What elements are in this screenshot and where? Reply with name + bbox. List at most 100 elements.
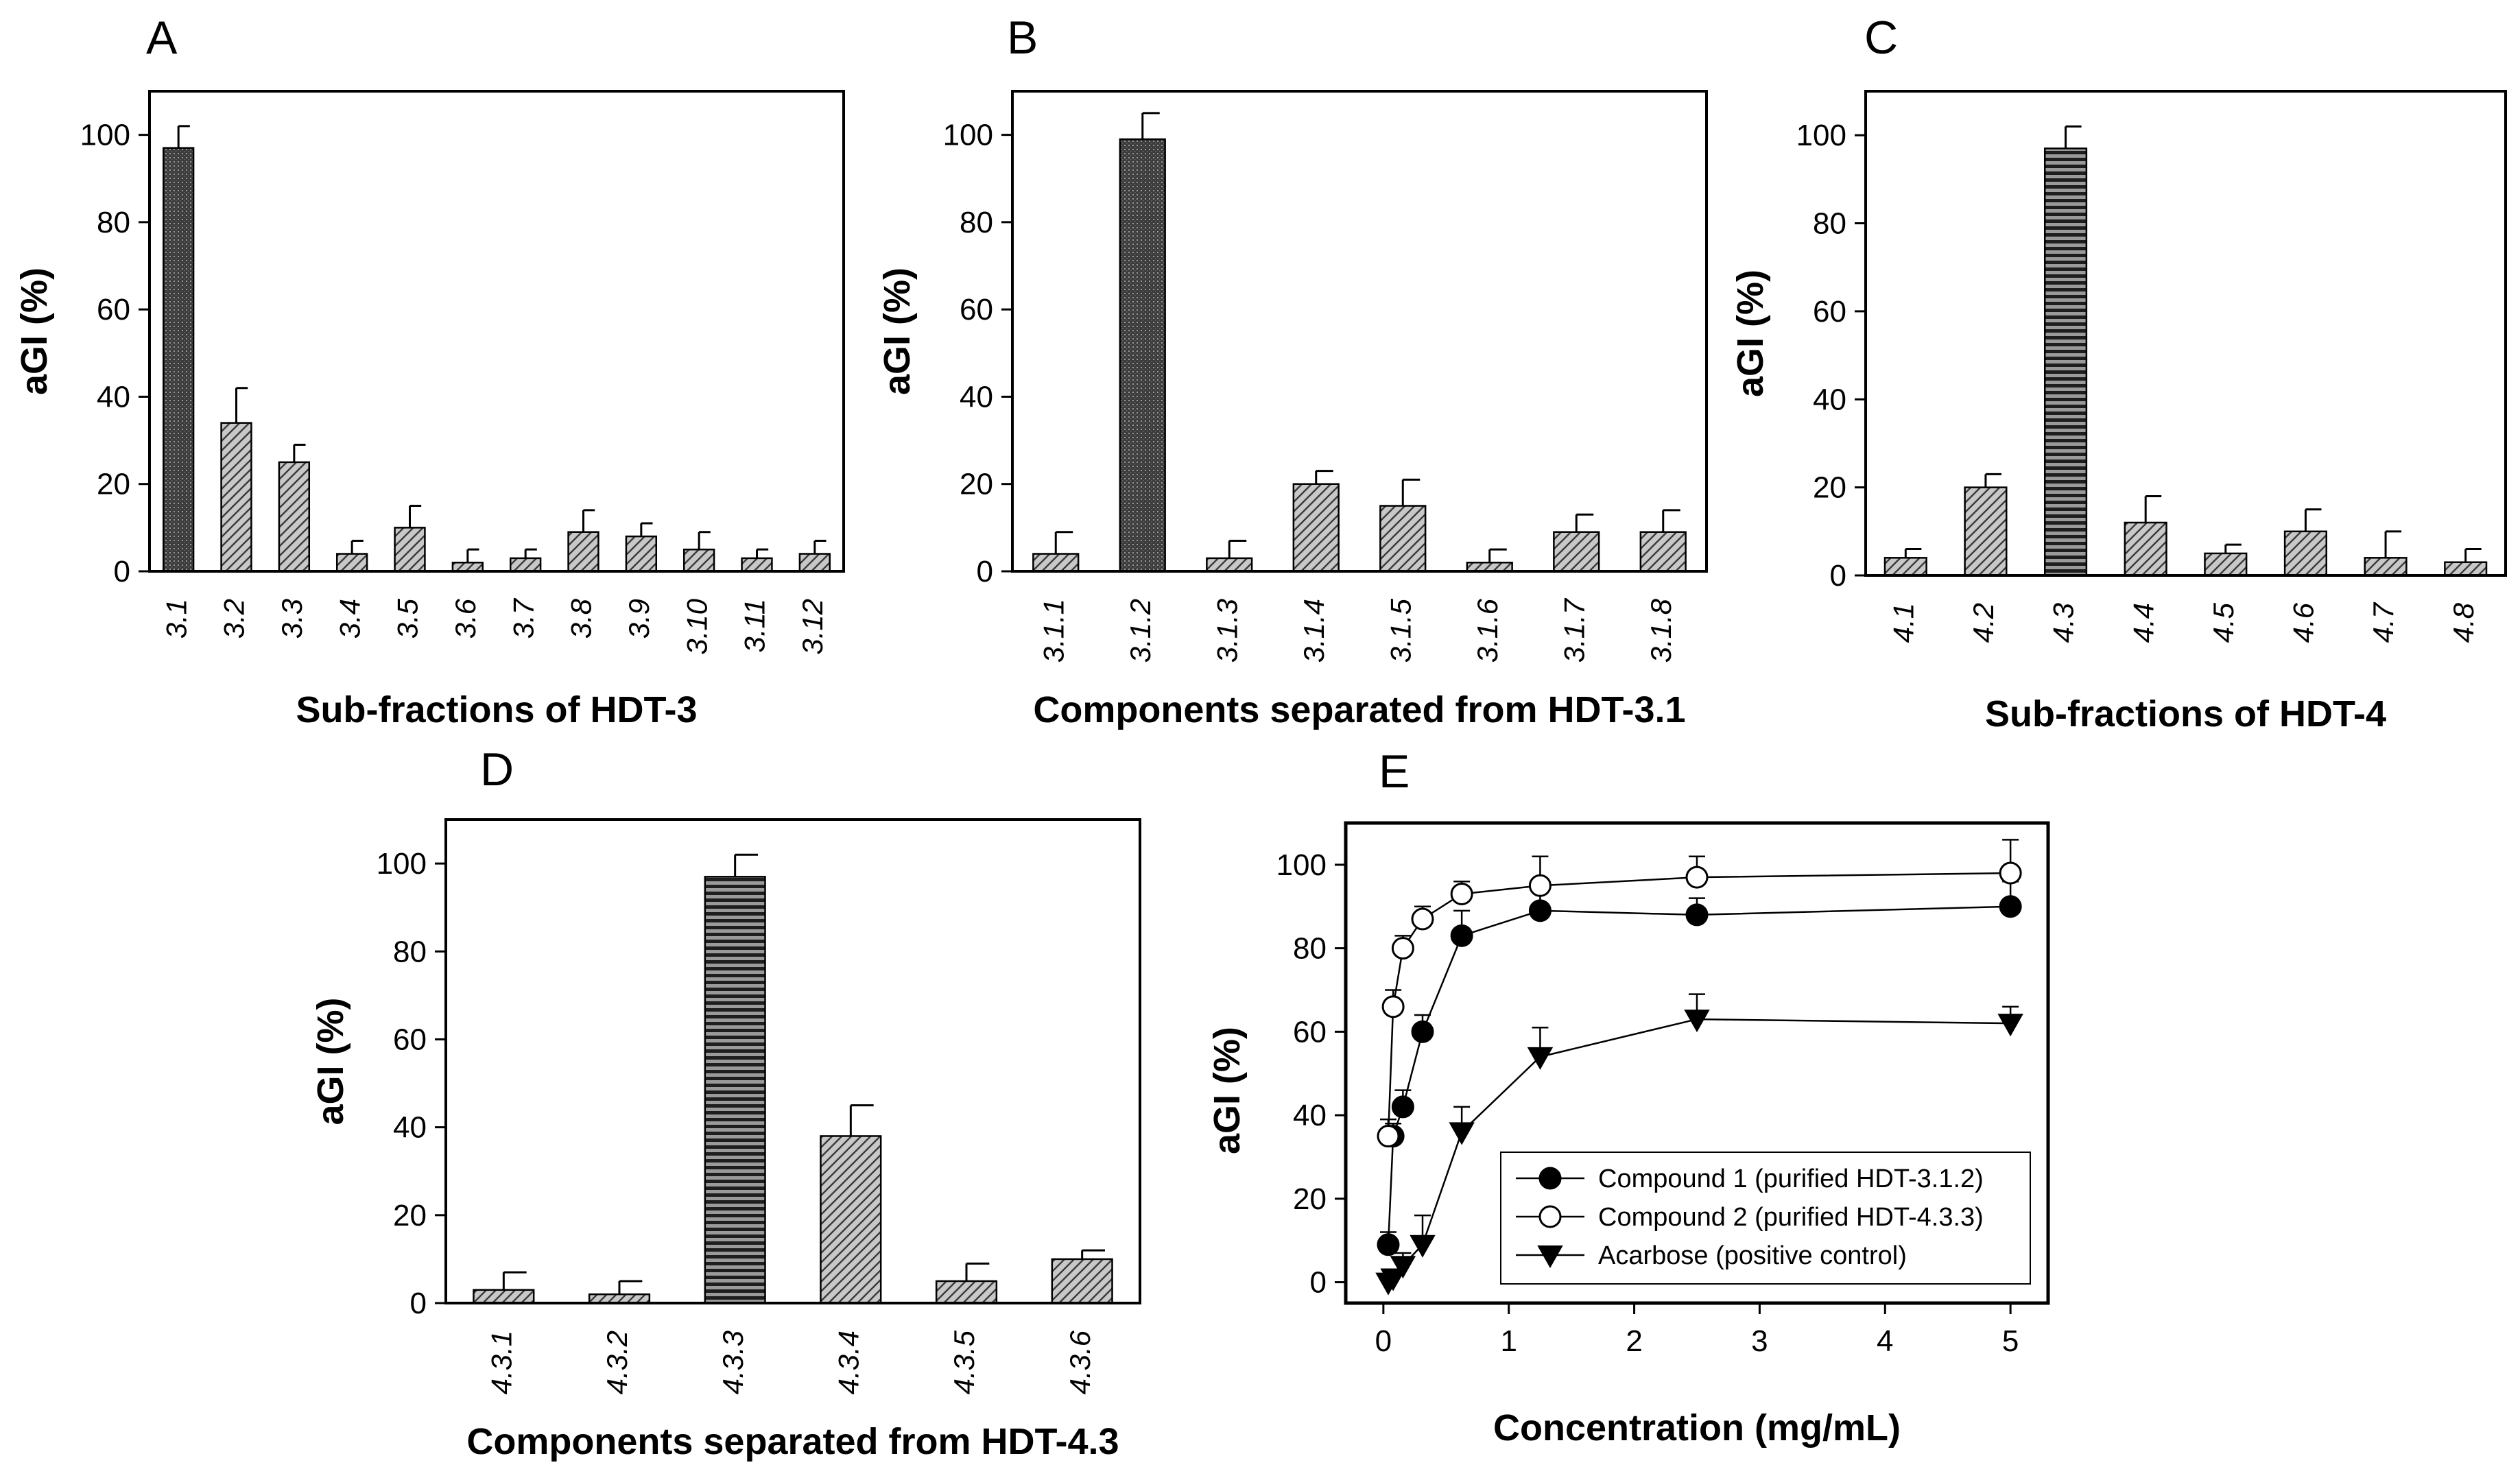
data-marker xyxy=(1528,874,1552,897)
y-axis-title: aGI (%) xyxy=(310,997,351,1125)
bar xyxy=(625,535,658,573)
y-axis-title: aGI (%) xyxy=(14,267,55,395)
bar xyxy=(1206,557,1253,573)
x-tick-label: 4.5 xyxy=(2207,602,2239,643)
bar xyxy=(1553,531,1600,573)
bar xyxy=(162,147,195,573)
y-tick-label: 100 xyxy=(377,847,427,881)
plot-frame xyxy=(1864,90,2507,577)
bar xyxy=(1292,483,1340,573)
x-tick-label: 4 xyxy=(1877,1324,1893,1358)
x-tick-label: 4.3.4 xyxy=(832,1331,864,1394)
y-tick-label: 40 xyxy=(960,380,993,414)
bar xyxy=(278,461,311,573)
y-tick-label: 80 xyxy=(1293,932,1327,966)
x-tick-label: 3.1.8 xyxy=(1645,598,1677,663)
panel-label: B xyxy=(1007,12,1038,64)
data-marker xyxy=(1411,1020,1434,1043)
bar xyxy=(935,1280,998,1304)
y-tick-label: 60 xyxy=(97,293,130,326)
x-tick-label: 4.3.2 xyxy=(601,1331,633,1394)
x-tick-label: 3.3 xyxy=(276,599,308,639)
bar xyxy=(509,557,542,573)
data-marker xyxy=(1538,1205,1562,1228)
bar xyxy=(682,548,715,573)
bar xyxy=(1639,531,1687,573)
x-tick-label: 1 xyxy=(1500,1324,1517,1358)
x-tick-label: 3.6 xyxy=(449,598,482,639)
bar xyxy=(1119,138,1166,573)
panel-label: A xyxy=(146,12,178,64)
bar xyxy=(567,531,599,573)
bar xyxy=(1032,553,1080,573)
x-axis-title: Sub-fractions of HDT-4 xyxy=(1985,693,2386,735)
x-tick-label: 4.3 xyxy=(2047,603,2080,643)
series-3 xyxy=(1375,993,2023,1296)
data-marker xyxy=(1391,937,1414,960)
x-tick-label: 4.2 xyxy=(1967,603,1999,643)
bar xyxy=(2283,530,2328,577)
bar xyxy=(2444,561,2488,577)
bar xyxy=(335,553,368,573)
x-axis-title: Concentration (mg/mL) xyxy=(1493,1407,1901,1448)
y-axis-title: aGI (%) xyxy=(1206,1027,1248,1154)
data-marker xyxy=(1685,866,1709,889)
y-tick-label: 20 xyxy=(393,1199,427,1232)
y-tick-label: 0 xyxy=(977,555,993,588)
data-marker xyxy=(1999,895,2022,918)
bar xyxy=(798,553,831,573)
bar xyxy=(394,527,426,573)
data-marker xyxy=(1528,899,1552,922)
panel-label: E xyxy=(1379,746,1410,798)
data-marker xyxy=(1377,1233,1400,1256)
legend-label: Acarbose (positive control) xyxy=(1598,1241,1907,1270)
bar xyxy=(1964,486,2008,577)
x-tick-label: 3.9 xyxy=(623,599,655,639)
x-tick-label: 5 xyxy=(2002,1324,2019,1358)
plot-frame xyxy=(444,818,1141,1304)
y-tick-label: 40 xyxy=(393,1111,427,1145)
y-tick-label: 0 xyxy=(410,1287,427,1320)
x-tick-label: 3.1.6 xyxy=(1471,598,1503,663)
legend-label: Compound 2 (purified HDT-4.3.3) xyxy=(1598,1203,1984,1232)
data-marker xyxy=(1684,1010,1710,1033)
data-marker xyxy=(1537,1245,1563,1269)
data-marker xyxy=(1390,1256,1416,1279)
data-marker xyxy=(1685,903,1709,927)
x-tick-label: 3.4 xyxy=(333,599,366,639)
x-tick-label: 3.1 xyxy=(160,599,192,639)
x-tick-label: 3.7 xyxy=(507,597,539,639)
x-tick-label: 3.1.2 xyxy=(1124,599,1156,663)
bar xyxy=(2204,552,2248,577)
y-tick-label: 20 xyxy=(1813,471,1846,505)
x-tick-label: 4.8 xyxy=(2447,602,2480,643)
bar xyxy=(220,422,252,573)
y-tick-label: 80 xyxy=(97,206,130,239)
bar xyxy=(741,557,773,573)
y-tick-label: 60 xyxy=(960,293,993,326)
data-marker xyxy=(1999,861,2022,885)
x-axis-title: Components separated from HDT-4.3 xyxy=(466,1421,1119,1462)
y-tick-label: 100 xyxy=(1796,119,1846,152)
legend-label: Compound 1 (purified HDT-3.1.2) xyxy=(1598,1165,1984,1193)
plot-frame xyxy=(148,90,845,573)
bar xyxy=(704,876,766,1304)
panel-label: D xyxy=(480,743,514,796)
panel-c: C 4.1 4.2 4.3 4.4 4.5 4.6 4.7 4.8 0 20 40 60 80 100 aGI… xyxy=(1730,12,2507,735)
bar xyxy=(820,1135,882,1304)
panel-b: B 3.1.1 3.1.2 3.1.3 3.1.4 3.1.5 3.1.6 3.1.7 3.1.… xyxy=(877,12,1708,730)
y-tick-label: 60 xyxy=(1293,1015,1327,1049)
y-tick-label: 80 xyxy=(393,935,427,968)
y-axis-title: aGI (%) xyxy=(1730,270,1771,397)
bar xyxy=(1883,557,1927,577)
data-marker xyxy=(1411,907,1434,931)
y-tick-label: 60 xyxy=(393,1023,427,1056)
x-tick-label: 4.4 xyxy=(2127,603,2159,643)
plot-frame xyxy=(1344,821,2050,1305)
data-marker xyxy=(1527,1047,1554,1070)
y-tick-label: 100 xyxy=(943,119,993,152)
x-axis-title: Sub-fractions of HDT-3 xyxy=(296,689,697,730)
x-tick-label: 4.3.5 xyxy=(948,1330,980,1394)
x-tick-label: 3.5 xyxy=(392,598,424,639)
